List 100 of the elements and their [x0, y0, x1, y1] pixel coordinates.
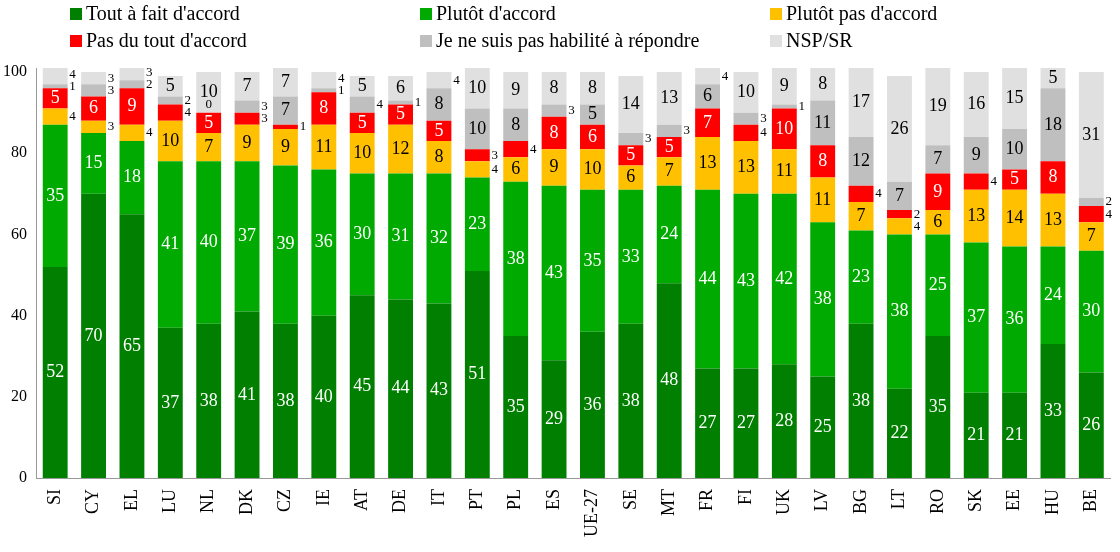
data-label: 16: [967, 93, 986, 114]
bar: [1078, 206, 1104, 223]
data-label: 38: [890, 300, 909, 321]
bar: [349, 295, 375, 479]
data-label: 5: [357, 75, 367, 95]
data-label: 10: [468, 77, 487, 98]
x-tick-label: SE: [619, 489, 640, 511]
bar: [541, 149, 567, 186]
data-label: 4: [376, 95, 384, 111]
data-label: 4: [184, 104, 192, 120]
data-label: 40: [199, 231, 218, 252]
bar: [848, 201, 874, 231]
data-label: 10: [583, 158, 602, 179]
bar: [388, 299, 413, 479]
data-label: 12: [852, 150, 871, 171]
bar: [771, 364, 797, 479]
bar: [119, 141, 145, 215]
bar: [426, 72, 452, 89]
bar: [771, 193, 797, 365]
data-label: 38: [852, 389, 871, 410]
bar: [119, 68, 145, 81]
data-label: 6: [587, 125, 597, 146]
x-tick-label: RO: [926, 489, 947, 515]
bar: [42, 124, 68, 267]
x-tick-label: BG: [849, 489, 870, 515]
data-label: 7: [703, 111, 713, 132]
bar: [848, 323, 874, 479]
bar: [119, 80, 145, 89]
data-label: 7: [280, 99, 290, 120]
bar: [1002, 246, 1028, 393]
x-tick-label: LU: [159, 489, 180, 514]
x-tick-label: IE: [312, 489, 333, 507]
data-label: 29: [545, 407, 564, 428]
bar: [963, 189, 989, 243]
bar: [1078, 222, 1104, 251]
data-label: 4: [721, 67, 729, 83]
bar: [157, 327, 183, 479]
bar: [848, 137, 874, 186]
bar: [273, 323, 298, 479]
data-label: 6: [626, 166, 636, 187]
data-label: 6: [933, 211, 943, 231]
data-label: 37: [238, 225, 257, 246]
bar: [1040, 344, 1066, 479]
data-label: 4: [760, 124, 768, 140]
bar: [426, 173, 452, 304]
data-label: 30: [1082, 300, 1101, 321]
x-tick-label: BE: [1080, 489, 1101, 513]
data-label: 4: [875, 185, 883, 201]
x-tick-label: NL: [197, 489, 218, 514]
bar: [349, 173, 375, 296]
bar: [656, 283, 682, 479]
bar: [311, 72, 337, 89]
bar: [119, 124, 145, 142]
x-tick-label: SK: [964, 489, 985, 513]
data-label: 10: [353, 141, 372, 162]
bar: [541, 185, 567, 361]
data-label: 10: [1005, 137, 1024, 158]
data-label: 4: [453, 71, 461, 87]
bar: [1040, 88, 1066, 162]
x-tick-label: PL: [504, 489, 525, 511]
bar: [273, 96, 298, 125]
bar: [42, 68, 68, 85]
bar: [157, 161, 183, 328]
data-label: 5: [434, 119, 444, 140]
bar: [273, 68, 298, 97]
x-tick-label: CZ: [274, 489, 295, 513]
bar: [349, 132, 375, 174]
bar: [618, 165, 644, 190]
data-label: 36: [1005, 308, 1024, 329]
data-label: 36: [314, 231, 333, 252]
bar: [618, 189, 644, 324]
bar: [695, 108, 721, 138]
bar: [733, 193, 759, 369]
y-tick-label: 100: [3, 62, 27, 80]
x-tick-label: LT: [888, 489, 909, 510]
data-label: 5: [204, 111, 214, 132]
bar: [119, 88, 145, 125]
data-label: 13: [1043, 208, 1062, 229]
data-label: 8: [818, 150, 828, 171]
data-label: 4: [990, 173, 998, 189]
bar: [695, 368, 721, 479]
data-label: 44: [698, 267, 717, 288]
data-label: 42: [775, 267, 794, 288]
data-label: 8: [549, 77, 559, 98]
bar: [1078, 250, 1104, 373]
bar: [848, 230, 874, 324]
data-label: 7: [664, 160, 674, 181]
x-tick-label: HU: [1041, 489, 1062, 516]
x-tick-label: FI: [734, 489, 755, 506]
data-label: 10: [775, 117, 794, 138]
data-label: 3: [107, 118, 115, 134]
bar: [311, 169, 337, 316]
data-label: 8: [434, 93, 444, 114]
data-label: 4: [491, 160, 499, 176]
data-label: 31: [1082, 123, 1101, 144]
data-label: 8: [818, 72, 828, 93]
x-tick-label: AT: [350, 489, 371, 512]
bar: [618, 76, 644, 133]
bar: [771, 68, 797, 105]
data-label: 7: [204, 135, 214, 156]
